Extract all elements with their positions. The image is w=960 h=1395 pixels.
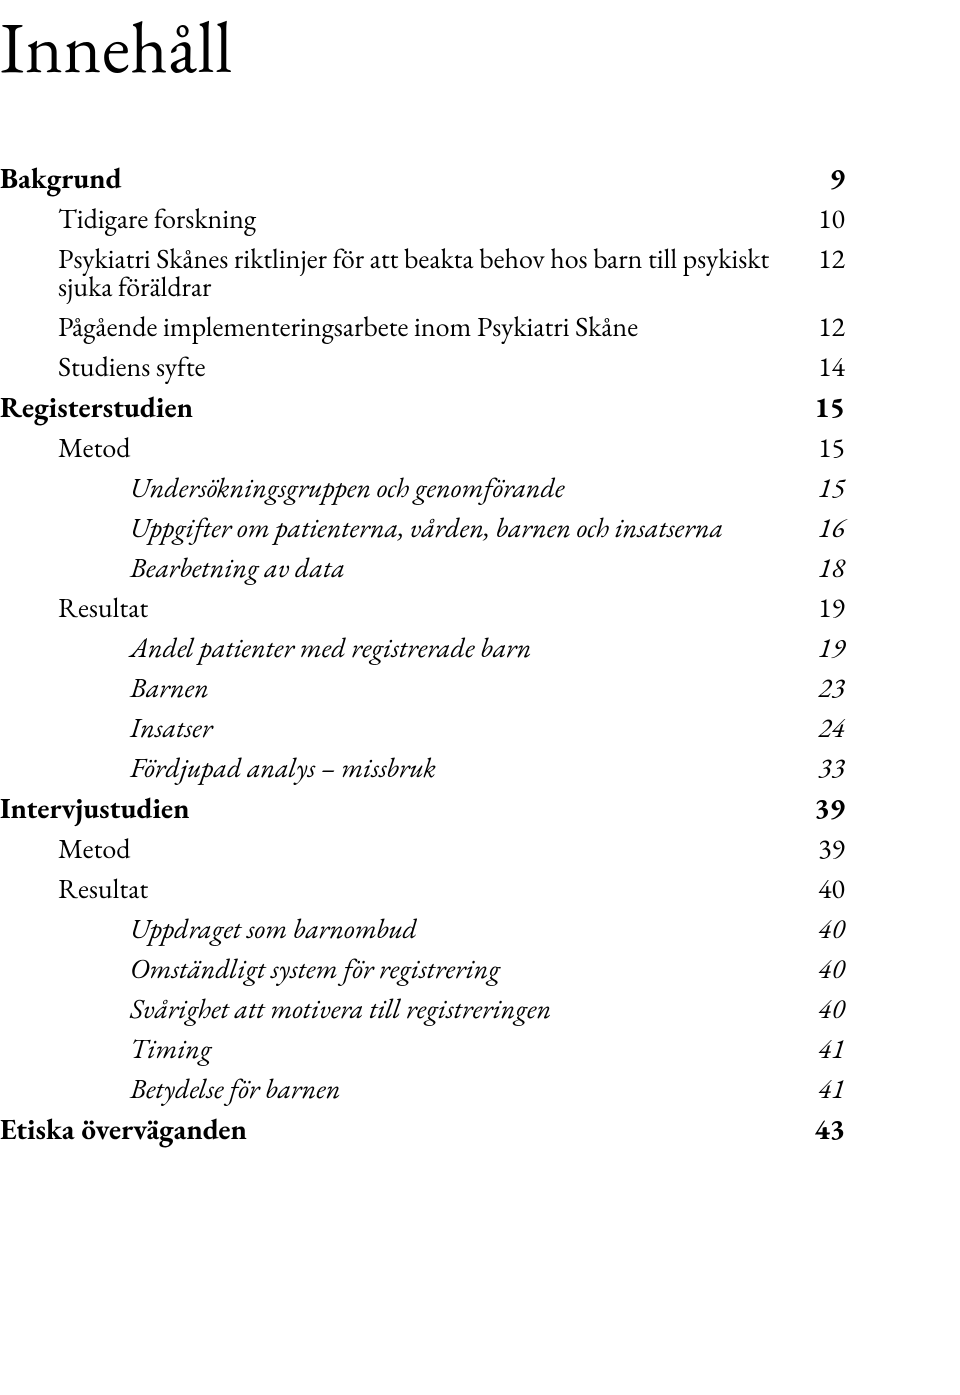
toc-entry: Omständligt system för registrering40 xyxy=(0,955,845,983)
toc-entry: Studiens syfte14 xyxy=(0,353,845,381)
toc-entry-page: 14 xyxy=(805,353,845,381)
toc-entry-label: Timing xyxy=(130,1035,805,1063)
toc-entry-label: Tidigare forskning xyxy=(58,205,805,233)
toc-entry-page: 10 xyxy=(805,205,845,233)
toc-entry: Metod15 xyxy=(0,434,845,462)
toc-entry-label: Resultat xyxy=(58,594,805,622)
toc-entry-page: 40 xyxy=(805,955,845,983)
toc-entry-page: 15 xyxy=(805,393,845,422)
toc-entry-page: 24 xyxy=(805,714,845,742)
toc-entry-label: Insatser xyxy=(130,714,805,742)
toc-entry: Timing41 xyxy=(0,1035,845,1063)
toc-entry-label: Undersökningsgruppen och genomförande xyxy=(130,474,805,502)
toc-entry-page: 40 xyxy=(805,995,845,1023)
toc-entry-page: 19 xyxy=(805,594,845,622)
toc-entry: Pågående implementeringsarbete inom Psyk… xyxy=(0,313,845,341)
toc-entry-page: 18 xyxy=(805,554,845,582)
toc-entry-label: Bearbetning av data xyxy=(130,554,805,582)
toc-entry-label: Studiens syfte xyxy=(58,353,805,381)
toc-entry-label: Resultat xyxy=(58,875,805,903)
table-of-contents: Bakgrund9Tidigare forskning10Psykiatri S… xyxy=(0,164,845,1144)
toc-entry: Resultat40 xyxy=(0,875,845,903)
toc-entry: Betydelse för barnen41 xyxy=(0,1075,845,1103)
toc-entry-page: 40 xyxy=(805,875,845,903)
toc-entry-label: Psykiatri Skånes riktlinjer för att beak… xyxy=(58,245,805,301)
toc-entry-page: 40 xyxy=(805,915,845,943)
toc-entry: Resultat19 xyxy=(0,594,845,622)
page-title: Innehåll xyxy=(0,0,845,94)
toc-entry-label: Uppdraget som barnombud xyxy=(130,915,805,943)
toc-entry: Intervjustudien39 xyxy=(0,794,845,823)
toc-entry: Uppdraget som barnombud40 xyxy=(0,915,845,943)
toc-entry: Undersökningsgruppen och genomförande15 xyxy=(0,474,845,502)
toc-entry-label: Andel patienter med registrerade barn xyxy=(130,634,805,662)
toc-entry: Uppgifter om patienterna, vården, barnen… xyxy=(0,514,845,542)
document-page: Innehåll Bakgrund9Tidigare forskning10Ps… xyxy=(0,0,960,1395)
toc-entry: Tidigare forskning10 xyxy=(0,205,845,233)
toc-entry-page: 41 xyxy=(805,1035,845,1063)
toc-entry-label: Omständligt system för registrering xyxy=(130,955,805,983)
toc-entry-label: Pågående implementeringsarbete inom Psyk… xyxy=(58,313,805,341)
toc-entry-label: Uppgifter om patienterna, vården, barnen… xyxy=(130,514,805,542)
toc-entry: Bakgrund9 xyxy=(0,164,845,193)
toc-entry-page: 39 xyxy=(805,835,845,863)
toc-entry-label: Etiska överväganden xyxy=(0,1115,805,1144)
toc-entry-page: 15 xyxy=(805,434,845,462)
toc-entry-page: 19 xyxy=(805,634,845,662)
toc-entry-page: 39 xyxy=(805,794,845,823)
toc-entry: Psykiatri Skånes riktlinjer för att beak… xyxy=(0,245,845,301)
toc-entry: Svårighet att motivera till registrering… xyxy=(0,995,845,1023)
toc-entry-page: 15 xyxy=(805,474,845,502)
toc-entry-label: Svårighet att motivera till registrering… xyxy=(130,995,805,1023)
toc-entry-page: 43 xyxy=(805,1115,845,1144)
toc-entry-label: Metod xyxy=(58,835,805,863)
toc-entry: Etiska överväganden43 xyxy=(0,1115,845,1144)
toc-entry: Insatser24 xyxy=(0,714,845,742)
toc-entry-label: Betydelse för barnen xyxy=(130,1075,805,1103)
toc-entry-label: Metod xyxy=(58,434,805,462)
toc-entry-label: Intervjustudien xyxy=(0,794,805,823)
toc-entry-page: 41 xyxy=(805,1075,845,1103)
toc-entry: Registerstudien15 xyxy=(0,393,845,422)
toc-entry: Metod39 xyxy=(0,835,845,863)
toc-entry-page: 9 xyxy=(805,164,845,193)
toc-entry-page: 12 xyxy=(805,245,845,273)
toc-entry-label: Barnen xyxy=(130,674,805,702)
toc-entry: Andel patienter med registrerade barn19 xyxy=(0,634,845,662)
toc-entry: Bearbetning av data18 xyxy=(0,554,845,582)
toc-entry-page: 16 xyxy=(805,514,845,542)
toc-entry-page: 33 xyxy=(805,754,845,782)
toc-entry-page: 12 xyxy=(805,313,845,341)
toc-entry-label: Registerstudien xyxy=(0,393,805,422)
toc-entry: Fördjupad analys – missbruk33 xyxy=(0,754,845,782)
toc-entry-page: 23 xyxy=(805,674,845,702)
toc-entry-label: Fördjupad analys – missbruk xyxy=(130,754,805,782)
toc-entry-label: Bakgrund xyxy=(0,164,805,193)
toc-entry: Barnen23 xyxy=(0,674,845,702)
